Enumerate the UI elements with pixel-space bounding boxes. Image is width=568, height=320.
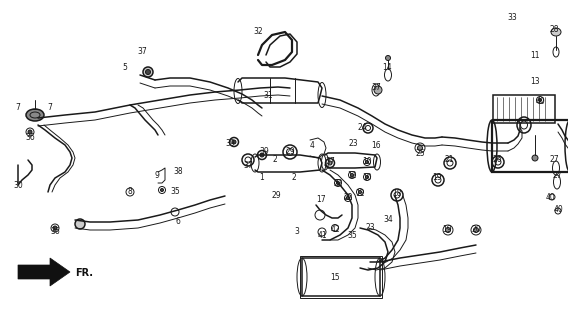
Ellipse shape <box>28 130 32 134</box>
Ellipse shape <box>336 181 340 185</box>
Text: 5: 5 <box>123 62 127 71</box>
Text: FR.: FR. <box>75 268 93 278</box>
Text: 36: 36 <box>50 228 60 236</box>
Text: 12: 12 <box>347 171 357 180</box>
Ellipse shape <box>53 226 57 230</box>
Text: 19: 19 <box>432 173 442 182</box>
Text: 19: 19 <box>442 226 452 235</box>
Text: 16: 16 <box>371 140 381 149</box>
Bar <box>300 256 382 298</box>
Ellipse shape <box>365 161 369 164</box>
Text: 31: 31 <box>263 91 273 100</box>
Text: 27: 27 <box>549 156 559 164</box>
Bar <box>302 258 380 296</box>
Text: 40: 40 <box>553 205 563 214</box>
Text: 34: 34 <box>383 215 393 225</box>
Text: 30: 30 <box>13 180 23 189</box>
Text: 32: 32 <box>253 28 263 36</box>
Text: 8: 8 <box>128 188 132 196</box>
Ellipse shape <box>532 155 538 161</box>
Bar <box>492 120 568 172</box>
Text: 37: 37 <box>325 157 335 166</box>
Text: 22: 22 <box>333 179 343 188</box>
Text: 27: 27 <box>552 171 562 180</box>
Text: 20: 20 <box>471 226 481 235</box>
Text: 23: 23 <box>348 139 358 148</box>
Text: 21: 21 <box>444 156 454 164</box>
Polygon shape <box>18 258 70 286</box>
Text: 37: 37 <box>243 161 253 170</box>
Text: 39: 39 <box>225 139 235 148</box>
Text: 6: 6 <box>176 218 181 227</box>
Text: 7: 7 <box>15 102 20 111</box>
Text: 9: 9 <box>154 171 160 180</box>
Text: 23: 23 <box>365 223 375 233</box>
Ellipse shape <box>474 228 478 233</box>
Text: 22: 22 <box>343 194 353 203</box>
Text: 12: 12 <box>355 188 365 197</box>
Text: 14: 14 <box>382 63 392 73</box>
Text: 25: 25 <box>415 148 425 157</box>
Ellipse shape <box>417 146 423 150</box>
Text: 4: 4 <box>310 140 315 149</box>
Text: 10: 10 <box>362 172 372 181</box>
Text: 37: 37 <box>371 84 381 92</box>
Text: 29: 29 <box>271 190 281 199</box>
Text: 42: 42 <box>330 226 340 235</box>
Text: 18: 18 <box>392 188 402 197</box>
Text: 35: 35 <box>347 230 357 239</box>
Ellipse shape <box>260 153 264 157</box>
Bar <box>493 95 555 123</box>
Ellipse shape <box>365 175 369 179</box>
Text: 11: 11 <box>531 51 540 60</box>
Text: 2: 2 <box>291 173 296 182</box>
Text: 13: 13 <box>530 77 540 86</box>
Ellipse shape <box>232 140 236 144</box>
Text: 2: 2 <box>273 156 277 164</box>
Text: 28: 28 <box>549 26 559 35</box>
Text: 3: 3 <box>295 228 299 236</box>
Text: 15: 15 <box>330 274 340 283</box>
Text: 38: 38 <box>173 167 183 177</box>
Ellipse shape <box>145 69 151 75</box>
Text: 17: 17 <box>316 196 326 204</box>
Ellipse shape <box>445 228 450 233</box>
Ellipse shape <box>346 196 349 199</box>
Text: 36: 36 <box>25 132 35 141</box>
Ellipse shape <box>374 86 382 94</box>
Ellipse shape <box>386 55 391 60</box>
Text: 33: 33 <box>507 13 517 22</box>
Ellipse shape <box>358 190 361 194</box>
Text: 37: 37 <box>137 47 147 57</box>
Ellipse shape <box>161 188 164 191</box>
Ellipse shape <box>538 99 541 101</box>
Ellipse shape <box>143 67 153 77</box>
Ellipse shape <box>551 28 561 36</box>
Ellipse shape <box>328 161 332 165</box>
Text: 35: 35 <box>170 188 180 196</box>
Text: 29: 29 <box>285 148 295 156</box>
Text: 24: 24 <box>357 124 367 132</box>
Text: 26: 26 <box>492 156 502 164</box>
Text: 7: 7 <box>48 102 52 111</box>
Text: 1: 1 <box>260 172 264 181</box>
Text: 10: 10 <box>362 157 372 166</box>
Ellipse shape <box>26 109 44 121</box>
Text: 41: 41 <box>317 230 327 239</box>
Ellipse shape <box>350 173 353 177</box>
Text: 40: 40 <box>535 98 545 107</box>
Text: 39: 39 <box>259 148 269 156</box>
Ellipse shape <box>75 219 85 229</box>
Text: 40: 40 <box>545 193 555 202</box>
